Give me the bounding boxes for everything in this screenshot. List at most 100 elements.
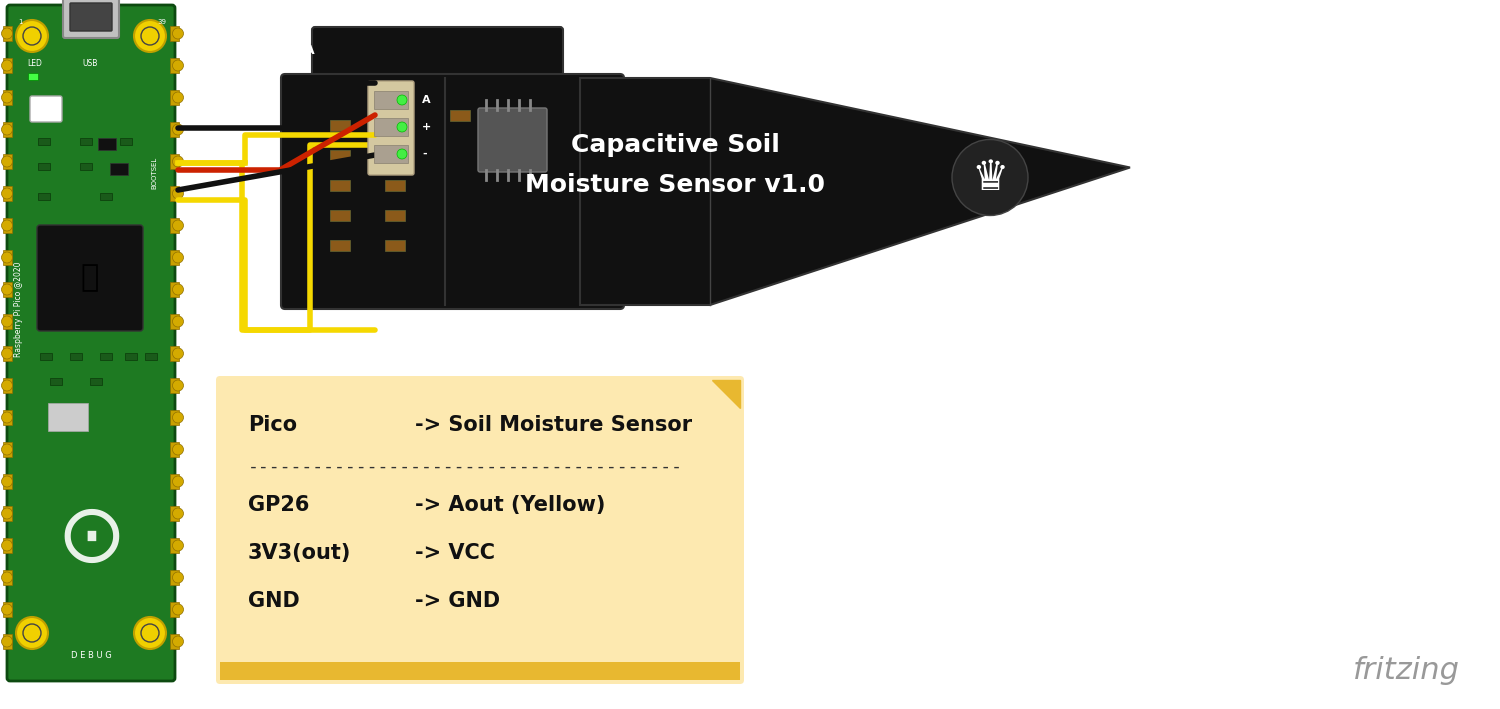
- FancyBboxPatch shape: [478, 108, 548, 172]
- Bar: [330, 120, 350, 131]
- Text: A: A: [422, 95, 430, 105]
- Bar: [3, 122, 12, 137]
- Bar: [330, 240, 350, 251]
- Circle shape: [2, 604, 12, 615]
- Text: GND: GND: [248, 591, 300, 611]
- Text: -> VCC: -> VCC: [416, 543, 495, 563]
- Circle shape: [2, 572, 12, 583]
- Circle shape: [2, 188, 12, 199]
- Bar: [146, 353, 158, 360]
- Bar: [38, 193, 50, 200]
- Text: 3V3(out): 3V3(out): [248, 543, 351, 563]
- Bar: [170, 346, 178, 361]
- Text: Raspberry Pi Pico @2020: Raspberry Pi Pico @2020: [15, 262, 24, 357]
- Text: -> Soil Moisture Sensor: -> Soil Moisture Sensor: [416, 415, 692, 435]
- Text: D E B U G: D E B U G: [70, 652, 111, 661]
- Circle shape: [172, 156, 183, 167]
- Text: ♛: ♛: [972, 157, 1008, 199]
- Bar: [170, 218, 178, 233]
- Circle shape: [172, 604, 183, 615]
- Bar: [3, 58, 12, 73]
- Bar: [170, 282, 178, 297]
- Circle shape: [2, 380, 12, 391]
- Bar: [110, 163, 128, 175]
- Bar: [38, 163, 50, 170]
- Circle shape: [172, 252, 183, 263]
- Circle shape: [141, 624, 159, 642]
- Bar: [3, 570, 12, 585]
- Circle shape: [172, 316, 183, 327]
- Circle shape: [172, 28, 183, 39]
- Text: fritzing: fritzing: [1353, 656, 1460, 685]
- Circle shape: [2, 540, 12, 551]
- Bar: [3, 186, 12, 201]
- Bar: [3, 410, 12, 425]
- Circle shape: [172, 444, 183, 455]
- FancyBboxPatch shape: [280, 74, 624, 309]
- Circle shape: [2, 348, 12, 359]
- Text: 🍓: 🍓: [81, 264, 99, 293]
- Circle shape: [2, 156, 12, 167]
- Bar: [220, 662, 740, 680]
- Circle shape: [2, 476, 12, 487]
- Text: +: +: [422, 122, 432, 132]
- Bar: [3, 218, 12, 233]
- Text: Moisture Sensor v1.0: Moisture Sensor v1.0: [525, 173, 825, 197]
- Text: ----------------------------------------: ----------------------------------------: [248, 458, 682, 476]
- Bar: [98, 138, 116, 150]
- Text: LED: LED: [27, 59, 42, 67]
- Bar: [374, 91, 408, 109]
- Text: USB: USB: [82, 59, 98, 67]
- Bar: [170, 250, 178, 265]
- Circle shape: [172, 348, 183, 359]
- Bar: [170, 154, 178, 169]
- Circle shape: [172, 124, 183, 135]
- Bar: [3, 154, 12, 169]
- Bar: [170, 26, 178, 41]
- Bar: [3, 90, 12, 105]
- Bar: [170, 506, 178, 521]
- Bar: [3, 26, 12, 41]
- Text: -: -: [422, 149, 426, 159]
- Bar: [3, 346, 12, 361]
- Bar: [3, 634, 12, 649]
- Circle shape: [2, 92, 12, 103]
- Circle shape: [2, 124, 12, 135]
- Circle shape: [2, 60, 12, 71]
- Polygon shape: [712, 380, 740, 408]
- Bar: [100, 193, 112, 200]
- Bar: [3, 474, 12, 489]
- Bar: [330, 150, 350, 161]
- Circle shape: [172, 508, 183, 519]
- Circle shape: [2, 252, 12, 263]
- Bar: [40, 353, 53, 360]
- Bar: [170, 122, 178, 137]
- Bar: [170, 90, 178, 105]
- Text: Capacitive Soil: Capacitive Soil: [570, 133, 780, 157]
- Circle shape: [398, 95, 406, 105]
- Bar: [3, 538, 12, 553]
- Bar: [80, 163, 92, 170]
- Circle shape: [952, 140, 1028, 216]
- Circle shape: [2, 412, 12, 423]
- Bar: [3, 250, 12, 265]
- Bar: [90, 378, 102, 385]
- Circle shape: [172, 540, 183, 551]
- Bar: [170, 538, 178, 553]
- Bar: [330, 180, 350, 191]
- Bar: [386, 150, 405, 161]
- Bar: [124, 353, 136, 360]
- Bar: [170, 442, 178, 457]
- Bar: [170, 314, 178, 329]
- Bar: [450, 110, 470, 121]
- Bar: [386, 210, 405, 221]
- Bar: [170, 602, 178, 617]
- Text: -> GND: -> GND: [416, 591, 500, 611]
- FancyBboxPatch shape: [63, 0, 118, 38]
- FancyBboxPatch shape: [216, 376, 744, 684]
- Text: Pico: Pico: [248, 415, 297, 435]
- Bar: [386, 180, 405, 191]
- Bar: [170, 634, 178, 649]
- Circle shape: [141, 27, 159, 45]
- FancyBboxPatch shape: [70, 3, 112, 31]
